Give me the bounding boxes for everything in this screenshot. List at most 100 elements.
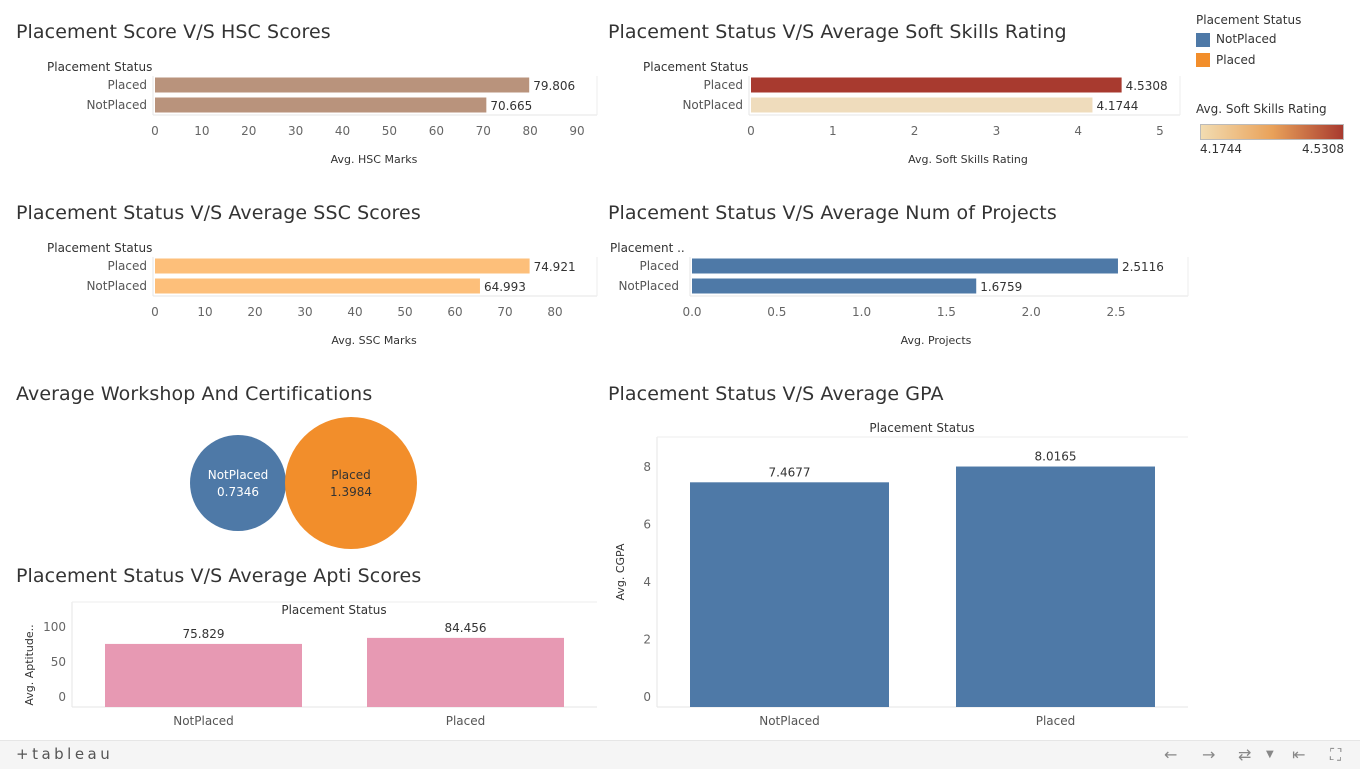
ssc-bar-chart: Placement Status Placed 74.921 NotPlaced 64.… [47,241,598,347]
apti-value-label: 75.829 [183,627,225,641]
proj-tick-label: 2.5 [1106,305,1125,319]
gpa-tick-label: 2 [643,633,651,647]
ssc-tick-label: 60 [447,305,462,319]
fullscreen-icon[interactable]: ⛶ [1330,745,1342,764]
legend-title: Placement Status [1196,13,1302,27]
apti-bar-placed [367,637,564,707]
gradient-bar [1200,124,1344,140]
ssc-category-label: NotPlaced [86,279,147,293]
apti-bar-notplaced [105,643,302,707]
hsc-chart-title: Placement Score V/S HSC Scores [16,21,331,43]
soft-tick-label: 1 [829,124,837,138]
ssc-value-label: 74.921 [534,260,576,274]
proj-tick-label: 1.5 [937,305,956,319]
soft-tick-label: 3 [993,124,1001,138]
gpa-axis-title: Avg. CGPA [614,543,627,601]
gpa-value-label: 7.4677 [769,465,811,479]
proj-value-label: 1.6759 [980,280,1022,294]
projects-chart-title: Placement Status V/S Average Num of Proj… [608,202,1057,224]
undo-icon[interactable]: ← [1164,745,1178,764]
gpa-category-header: Placement Status [869,421,974,435]
workshop-chart-title: Average Workshop And Certifications [16,383,373,405]
gradient-legend-title: Avg. Soft Skills Rating [1196,102,1327,116]
bubble-placed-name: Placed [331,468,371,482]
gpa-bar-notplaced [690,482,889,707]
bubble-placed[interactable] [285,417,417,549]
gpa-bar-placed [956,466,1155,707]
apti-tick-label: 50 [51,655,66,669]
legend-swatch-notplaced [1196,32,1210,47]
soft-bar-placed [751,77,1122,93]
gradient-max-label: 4.5308 [1302,142,1344,156]
soft-tick-label: 2 [911,124,919,138]
legend-item-placed[interactable]: Placed [1196,53,1301,67]
hsc-tick-label: 40 [335,124,350,138]
ssc-tick-label: 30 [297,305,312,319]
soft-skills-bar-chart: Placement Status Placed 4.5308 NotPlaced 4.1… [643,60,1181,166]
apti-tick-label: 0 [58,690,66,704]
hsc-category-label: Placed [107,78,147,92]
ssc-tick-label: 50 [397,305,412,319]
soft-bar-notplaced [751,97,1093,113]
ssc-tick-label: 70 [497,305,512,319]
bubble-placed-label: Placed 1.3984 [291,467,411,501]
redo-icon[interactable]: → [1202,745,1216,764]
proj-category-header: Placement .. [610,241,685,255]
soft-skills-chart-title: Placement Status V/S Average Soft Skills… [608,21,1067,43]
proj-bar-placed [692,258,1118,274]
ssc-tick-label: 10 [197,305,212,319]
gpa-category-label: NotPlaced [759,714,820,728]
hsc-bar-notplaced [155,97,487,113]
soft-tick-label: 4 [1074,124,1082,138]
hsc-tick-label: 50 [382,124,397,138]
hsc-tick-label: 80 [522,124,537,138]
bubble-notplaced[interactable] [190,435,286,531]
legend-label-notplaced: NotPlaced [1216,32,1277,46]
bubble-notplaced-name: NotPlaced [207,468,269,482]
gpa-tick-label: 0 [643,690,651,704]
bubble-notplaced-label: NotPlaced 0.7346 [178,467,298,501]
proj-tick-label: 2.0 [1022,305,1041,319]
proj-axis-title: Avg. Projects [901,334,972,347]
ssc-tick-label: 40 [347,305,362,319]
workshop-bubble-chart [190,417,417,549]
soft-tick-label: 5 [1156,124,1164,138]
reset-icon[interactable]: ⇤ [1292,745,1306,764]
dropdown-icon[interactable]: ▼ [1266,749,1274,760]
apti-tick-label: 100 [43,620,66,634]
apti-bar-chart: Placement Status 0 50 100 Avg. Aptitude.. 75.… [23,601,597,728]
hsc-category-label: NotPlaced [86,98,147,112]
soft-category-header: Placement Status [643,60,748,74]
apti-category-label: NotPlaced [173,714,234,728]
hsc-tick-label: 70 [476,124,491,138]
ssc-value-label: 64.993 [484,280,526,294]
soft-category-label: NotPlaced [682,98,743,112]
proj-tick-label: 1.0 [852,305,871,319]
ssc-bar-notplaced [155,278,480,294]
proj-tick-label: 0.0 [682,305,701,319]
apti-value-label: 84.456 [445,621,487,635]
hsc-tick-label: 90 [569,124,584,138]
ssc-category-label: Placed [107,259,147,273]
apti-category-label: Placed [446,714,486,728]
ssc-tick-label: 20 [247,305,262,319]
soft-axis-title: Avg. Soft Skills Rating [908,153,1028,166]
hsc-axis-title: Avg. HSC Marks [331,153,418,166]
hsc-tick-label: 20 [241,124,256,138]
proj-value-label: 2.5116 [1122,260,1164,274]
soft-skills-color-legend: Avg. Soft Skills Rating 4.1744 4.5308 [1196,102,1346,158]
proj-bar-notplaced [692,278,977,294]
ssc-bar-placed [155,258,530,274]
ssc-chart-title: Placement Status V/S Average SSC Scores [16,202,421,224]
gradient-min-label: 4.1744 [1200,142,1242,156]
ssc-tick-label: 0 [151,305,159,319]
legend-item-notplaced[interactable]: NotPlaced [1196,32,1301,47]
hsc-tick-label: 60 [429,124,444,138]
tableau-logo: +tableau [16,745,114,763]
hsc-bar-chart: Placement Status Placed 79.806 NotPlaced 70.… [47,60,598,166]
revert-icon[interactable]: ⇄ [1238,745,1252,764]
apti-category-header: Placement Status [281,603,386,617]
ssc-tick-label: 80 [547,305,562,319]
proj-category-label: Placed [639,259,679,273]
tableau-toolbar: +tableau ← → ⇄ ▼ ⇤ ⛶ [0,740,1360,769]
